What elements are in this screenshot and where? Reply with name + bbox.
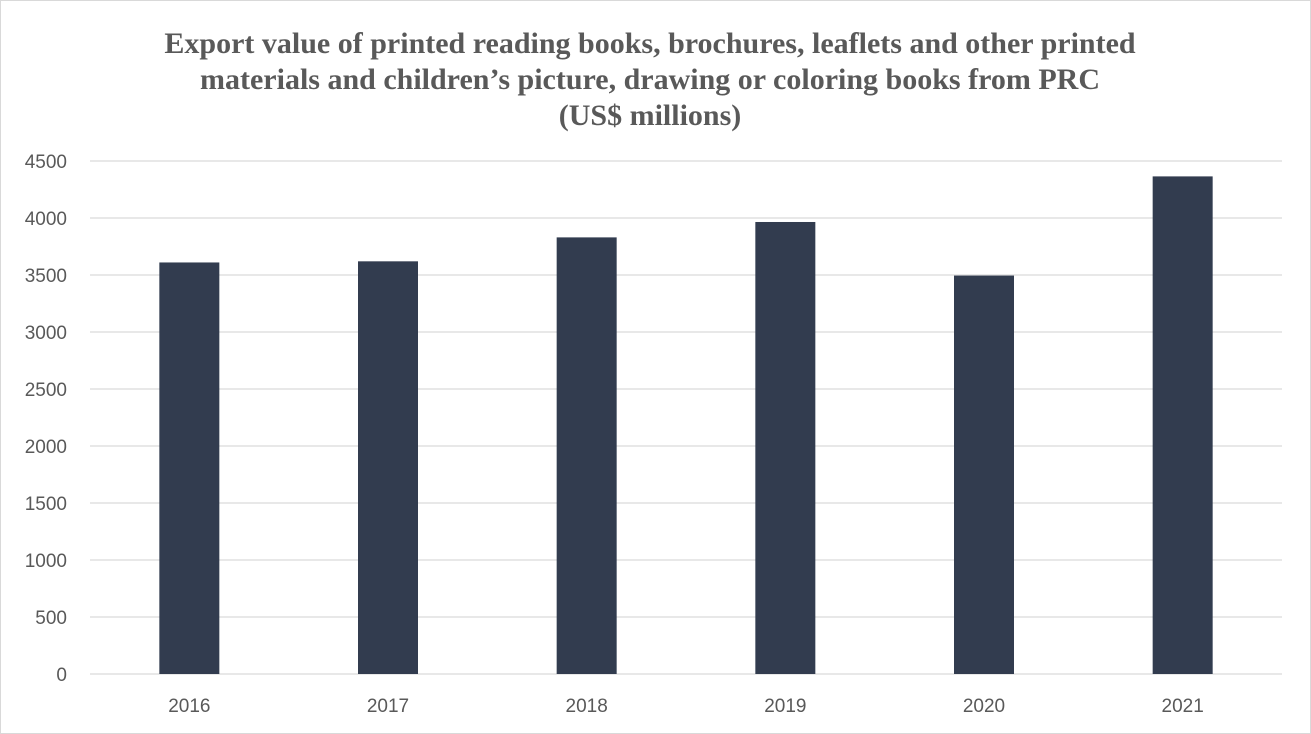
- chart-title-line-1: Export value of printed reading books, b…: [164, 27, 1136, 60]
- x-tick-label: 2019: [764, 696, 806, 717]
- bar-2020: [954, 275, 1014, 674]
- y-tick-label: 500: [35, 608, 67, 629]
- y-tick-label: 3000: [25, 323, 67, 344]
- bar-2019: [755, 221, 816, 675]
- bar-2018: [556, 237, 617, 674]
- y-tick-label: 2000: [25, 437, 67, 458]
- x-tick-label: 2021: [1162, 696, 1204, 717]
- y-tick-label: 1000: [25, 551, 67, 572]
- x-tick-label: 2016: [168, 696, 210, 717]
- x-tick-label: 2017: [367, 696, 409, 717]
- chart-title-line-3: (US$ millions): [558, 99, 742, 132]
- y-tick-label: 4500: [25, 152, 67, 173]
- bar-2016: [159, 262, 220, 674]
- x-tick-label: 2020: [963, 696, 1005, 717]
- y-tick-label: 1500: [25, 494, 67, 515]
- y-tick-label: 0: [56, 665, 67, 686]
- y-tick-label: 3500: [25, 266, 67, 287]
- x-tick-label: 2018: [566, 696, 608, 717]
- bar-2017: [358, 261, 418, 674]
- chart-title: Export value of printed reading books, b…: [0, 26, 1300, 134]
- y-tick-label: 2500: [25, 380, 67, 401]
- chart-title-line-2: materials and children’s picture, drawin…: [200, 63, 1100, 96]
- bar-2021: [1152, 176, 1213, 674]
- y-tick-label: 4000: [25, 209, 67, 230]
